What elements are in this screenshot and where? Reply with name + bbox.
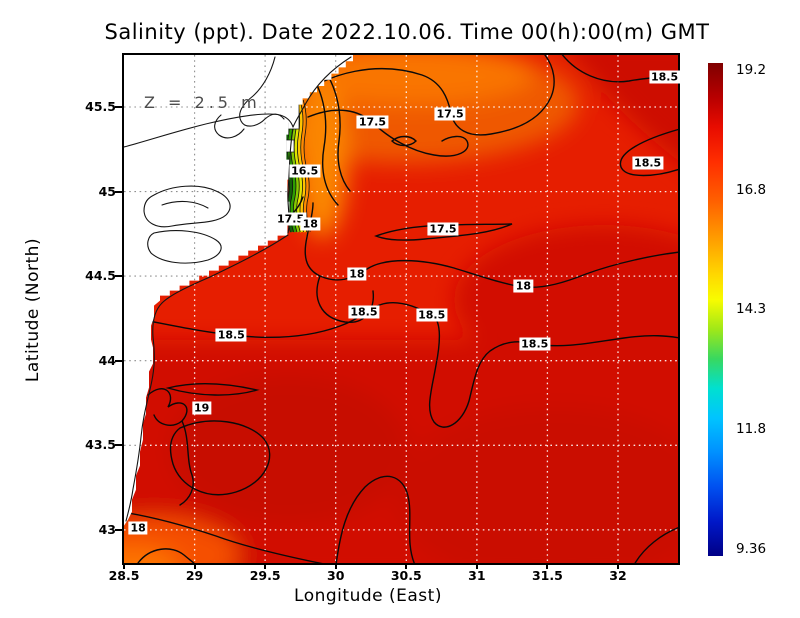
colorbar-tick-label: 16.8 [736, 182, 767, 198]
contour-label: 18.5 [648, 70, 681, 84]
x-tick-label: 31 [468, 568, 486, 583]
depth-annotation: Z = 2.5 m [144, 93, 261, 112]
gridlines-sea [124, 55, 678, 563]
x-tick-mark [475, 563, 478, 569]
contour-label: 18.5 [519, 337, 551, 351]
x-tick-mark [193, 563, 196, 569]
colorbar-tick-label: 11.8 [736, 421, 767, 437]
plot-title: Salinity (ppt). Date 2022.10.06. Time 00… [104, 20, 710, 44]
x-tick-label: 28.5 [108, 568, 140, 583]
contour-label: 18 [347, 267, 367, 281]
y-tick-label: 45.5 [85, 99, 116, 114]
x-tick-mark [405, 563, 408, 569]
x-tick-label: 29.5 [249, 568, 281, 583]
x-tick-mark [334, 563, 337, 569]
x-tick-label: 29 [185, 568, 204, 583]
contour-label: 18.5 [348, 305, 380, 319]
contour-label: 16.5 [289, 164, 321, 178]
x-tick-mark [616, 563, 619, 569]
contour-label: 18 [300, 217, 320, 231]
y-tick-label: 45 [98, 183, 116, 199]
contour-label: 17.5 [356, 115, 388, 129]
x-tick-mark [546, 563, 549, 569]
x-tick-label: 30.5 [390, 568, 422, 583]
contour-label: 19 [191, 401, 212, 415]
colorbar-tick-label: 14.3 [736, 301, 767, 317]
map-plot-area: Z = 2.5 m [122, 53, 680, 565]
y-tick-label: 44.5 [85, 268, 116, 284]
salinity-map [124, 55, 678, 563]
colorbar-tick-label: 9.36 [736, 541, 767, 557]
contour-label: 18.5 [416, 308, 448, 322]
x-axis-title: Longitude (East) [294, 586, 442, 606]
y-tick-label: 43 [98, 521, 116, 537]
y-tick-label: 44 [98, 352, 116, 368]
x-tick-label: 30 [327, 568, 345, 583]
x-tick-mark [264, 563, 267, 569]
y-axis-title: Latitude (North) [23, 237, 43, 383]
contour-label: 17.5 [427, 222, 459, 236]
contour-label: 18 [128, 521, 148, 535]
colorbar-tick-label: 19.2 [736, 62, 767, 78]
y-tick-mark [115, 275, 122, 278]
colorbar [708, 63, 723, 556]
y-tick-mark [115, 444, 122, 447]
contour-label: 17.5 [274, 212, 307, 226]
x-tick-label: 32 [609, 568, 627, 583]
contour-label: 18.5 [632, 156, 664, 170]
y-tick-mark [115, 190, 122, 193]
y-tick-mark [115, 528, 122, 531]
y-tick-mark [115, 106, 122, 108]
x-tick-mark [123, 563, 125, 569]
y-tick-mark [115, 359, 122, 362]
contour-label: 18.5 [215, 328, 247, 342]
x-tick-label: 31.5 [531, 568, 563, 583]
coastline [124, 56, 352, 522]
contour-label: 17.5 [434, 107, 466, 121]
y-tick-label: 43.5 [85, 437, 116, 453]
contour-label: 18 [513, 279, 534, 293]
